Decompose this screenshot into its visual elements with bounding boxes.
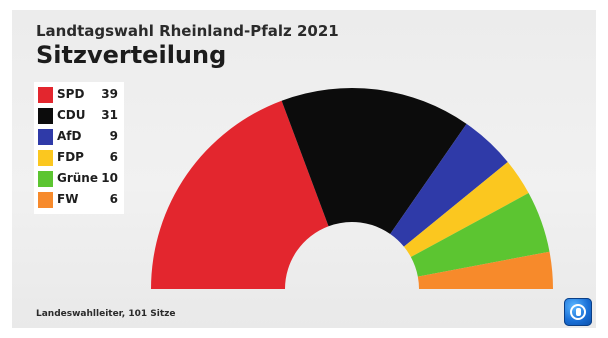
- source-note: Landeswahlleiter, 101 Sitze: [36, 309, 176, 319]
- legend-value: 39: [101, 87, 118, 101]
- seat-segment-cdu: [281, 87, 467, 234]
- legend-label: SPD: [57, 87, 85, 101]
- legend-value: 6: [109, 192, 118, 206]
- legend-label: FW: [57, 192, 79, 206]
- legend-label: Grüne: [57, 171, 98, 185]
- seat-segment-gruene: [410, 193, 550, 277]
- legend-swatch: [38, 171, 53, 187]
- legend-swatch: [38, 108, 53, 124]
- legend-label: AfD: [57, 129, 82, 143]
- legend-swatch: [38, 192, 53, 208]
- legend-item-afd: AfD 9: [34, 128, 124, 146]
- legend-swatch: [38, 87, 53, 103]
- legend-swatch: [38, 129, 53, 145]
- tagesschau-logo-icon: [564, 298, 592, 326]
- legend-item-spd: SPD 39: [34, 86, 124, 104]
- legend-item-fw: FW 6: [34, 191, 124, 209]
- chart-title: Sitzverteilung: [36, 41, 227, 69]
- seat-segment-afd: [390, 123, 508, 247]
- legend-value: 6: [109, 150, 118, 164]
- logo-mark: [576, 308, 581, 316]
- legend-value: 10: [101, 171, 118, 185]
- legend: SPD 39 CDU 31 AfD 9 FDP 6 Grüne 10 FW 6: [34, 82, 124, 214]
- legend-label: FDP: [57, 150, 84, 164]
- seat-segment-spd: [151, 100, 329, 289]
- logo-ring: [570, 304, 586, 320]
- seat-segment-fdp: [403, 161, 529, 258]
- seat-segment-fw: [417, 251, 553, 289]
- chart-supertitle: Landtagswahl Rheinland-Pfalz 2021: [36, 22, 339, 40]
- legend-label: CDU: [57, 108, 86, 122]
- legend-value: 9: [109, 129, 118, 143]
- legend-item-gruene: Grüne 10: [34, 170, 124, 188]
- legend-item-cdu: CDU 31: [34, 107, 124, 125]
- legend-value: 31: [101, 108, 118, 122]
- legend-item-fdp: FDP 6: [34, 149, 124, 167]
- legend-swatch: [38, 150, 53, 166]
